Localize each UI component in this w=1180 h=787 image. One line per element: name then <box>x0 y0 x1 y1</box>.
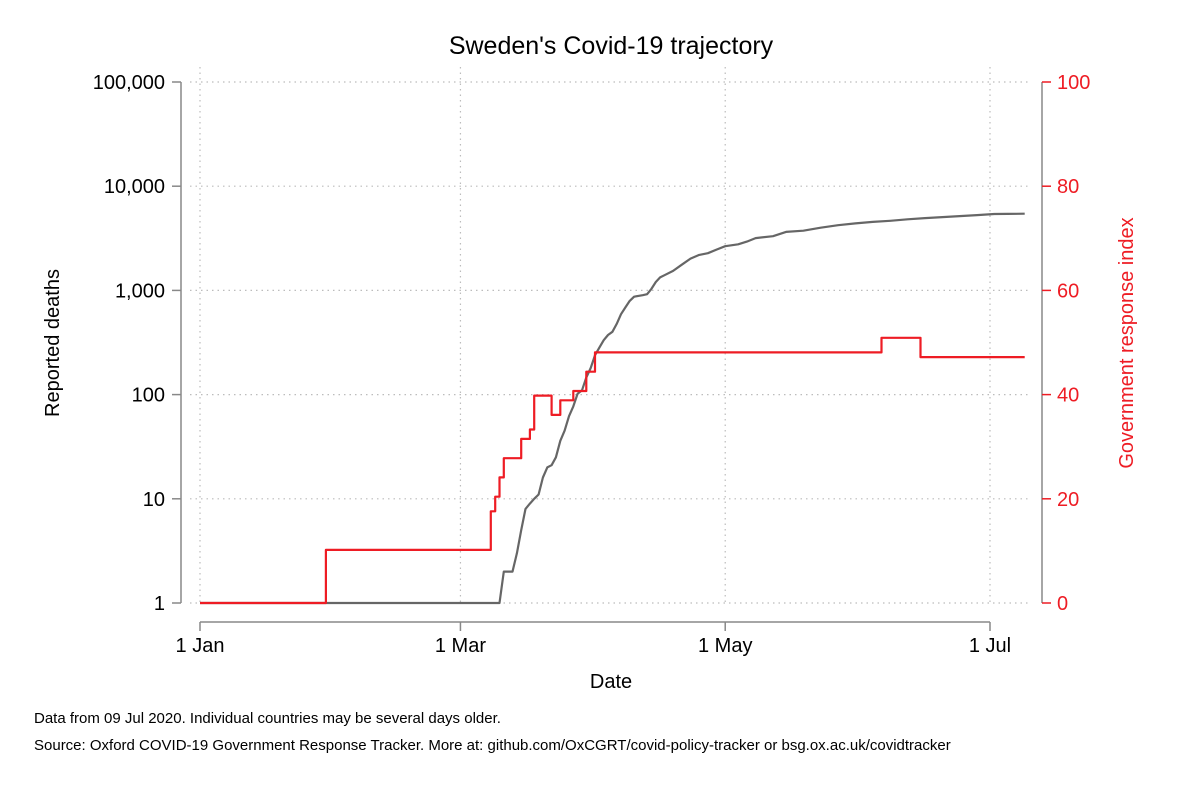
line-reported-deaths <box>200 214 1025 603</box>
y-left-tick-label: 10,000 <box>104 176 165 198</box>
line-government-response-index <box>200 338 1025 603</box>
y-left-tick-label: 1,000 <box>115 280 165 302</box>
footnote-data-date: Data from 09 Jul 2020. Individual countr… <box>34 710 501 727</box>
y-right-tick-label: 0 <box>1057 593 1068 615</box>
grid <box>190 67 1030 603</box>
y-left-tick-label: 1 <box>154 593 165 615</box>
y-right-tick-label: 80 <box>1057 176 1079 198</box>
series-layer <box>200 214 1025 603</box>
y-left-tick-label: 100,000 <box>93 72 165 94</box>
y-right-tick-label: 40 <box>1057 385 1079 407</box>
y-axis-title-right: Government response index <box>1116 217 1138 468</box>
y-right-tick-label: 100 <box>1057 72 1090 94</box>
x-axis-title: Date <box>590 671 632 693</box>
y-right-tick-label: 60 <box>1057 280 1079 302</box>
x-tick-label: 1 Jan <box>176 635 225 657</box>
y-left-tick-label: 100 <box>132 385 165 407</box>
chart-title: Sweden's Covid-19 trajectory <box>449 32 774 60</box>
x-tick-label: 1 Mar <box>435 635 486 657</box>
footnote-source: Source: Oxford COVID-19 Government Respo… <box>34 737 951 754</box>
y-right-tick-label: 20 <box>1057 489 1079 511</box>
x-tick-label: 1 May <box>698 635 752 657</box>
x-tick-label: 1 Jul <box>969 635 1011 657</box>
y-axis-title-left: Reported deaths <box>42 269 64 417</box>
y-left-tick-label: 10 <box>143 489 165 511</box>
